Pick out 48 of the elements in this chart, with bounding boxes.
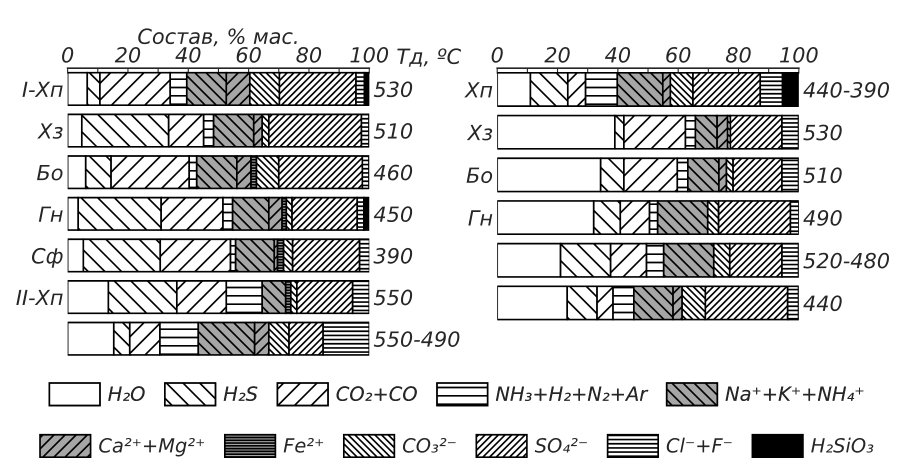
y2-tick-label: 440 [803, 295, 842, 312]
legend-label: H₂SiO₃ [811, 438, 874, 453]
y2-tick-label: 520-480 [803, 252, 889, 268]
legend-label: NH₃+H₂+N₂+Ar [496, 386, 648, 401]
x-tick-label: 0 [62, 46, 74, 63]
y2-tick-label: 440-390 [803, 82, 889, 98]
y2-tick-label: 390 [373, 248, 412, 264]
y-tick-label: Хз [37, 123, 63, 139]
legend-label: Ca²⁺+Mg²⁺ [99, 438, 204, 456]
y2-tick-label: 460 [374, 164, 412, 180]
x-tick-label: 40 [604, 46, 630, 63]
x-tick-label: 60 [236, 46, 261, 63]
y-tick-label: Бо [466, 168, 492, 184]
legend-label: SO₄²⁻ [534, 438, 587, 453]
legend-label: CO₂+CO [336, 386, 417, 402]
legend-label: H₂S [224, 386, 258, 402]
x-tick-label: 0 [492, 46, 503, 63]
y-tick-label: Гн [38, 206, 63, 222]
y-tick-label: II-Хп [16, 290, 63, 306]
y2-tick-label: 510 [803, 167, 842, 184]
y2-tick-label: 550-490 [374, 331, 460, 347]
y-tick-label: Хз [466, 124, 492, 140]
y-tick-label: Хп [464, 82, 492, 98]
x-tick-label: 20 [544, 46, 570, 63]
legend-label: Cl⁻+F⁻ [666, 438, 732, 453]
y-tick-label: Сф [32, 248, 63, 268]
y2-tick-label: 530 [803, 124, 842, 140]
x-tick-label: 100 [780, 46, 818, 63]
y2-tick-label: 550 [374, 290, 412, 306]
y-tick-label: Гн [468, 210, 492, 226]
y2-tick-label: 530 [374, 81, 412, 98]
legend-label: Na⁺+K⁺+NH₄⁺ [726, 386, 864, 402]
legend-label: CO₃²⁻ [402, 438, 456, 453]
x-tick-label: 20 [114, 46, 140, 63]
y2-tick-label: 510 [374, 123, 412, 139]
legend-label: Fe²⁺ [284, 438, 324, 453]
x-tick-label: 40 [175, 46, 200, 63]
y-tick-label: Бо [37, 164, 63, 180]
x-tick-label: 80 [296, 46, 322, 63]
x-tick-label: 100 [350, 46, 388, 63]
x-tick-label: 60 [666, 46, 690, 63]
y2-tick-label: 490 [803, 210, 842, 226]
x-tick-label: 80 [726, 46, 751, 63]
y2-tick-label: 450 [374, 206, 412, 222]
x-axis-title: Состав, % мас. [138, 28, 297, 46]
y2-axis-title: Тд, ºС [397, 48, 462, 67]
y-tick-label: I-Хп [22, 82, 63, 97]
legend-label: H₂O [108, 386, 145, 402]
